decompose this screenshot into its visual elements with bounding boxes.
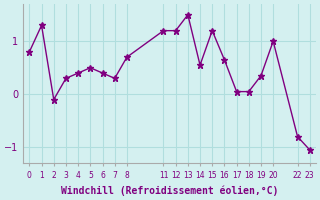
X-axis label: Windchill (Refroidissement éolien,°C): Windchill (Refroidissement éolien,°C) (61, 185, 278, 196)
